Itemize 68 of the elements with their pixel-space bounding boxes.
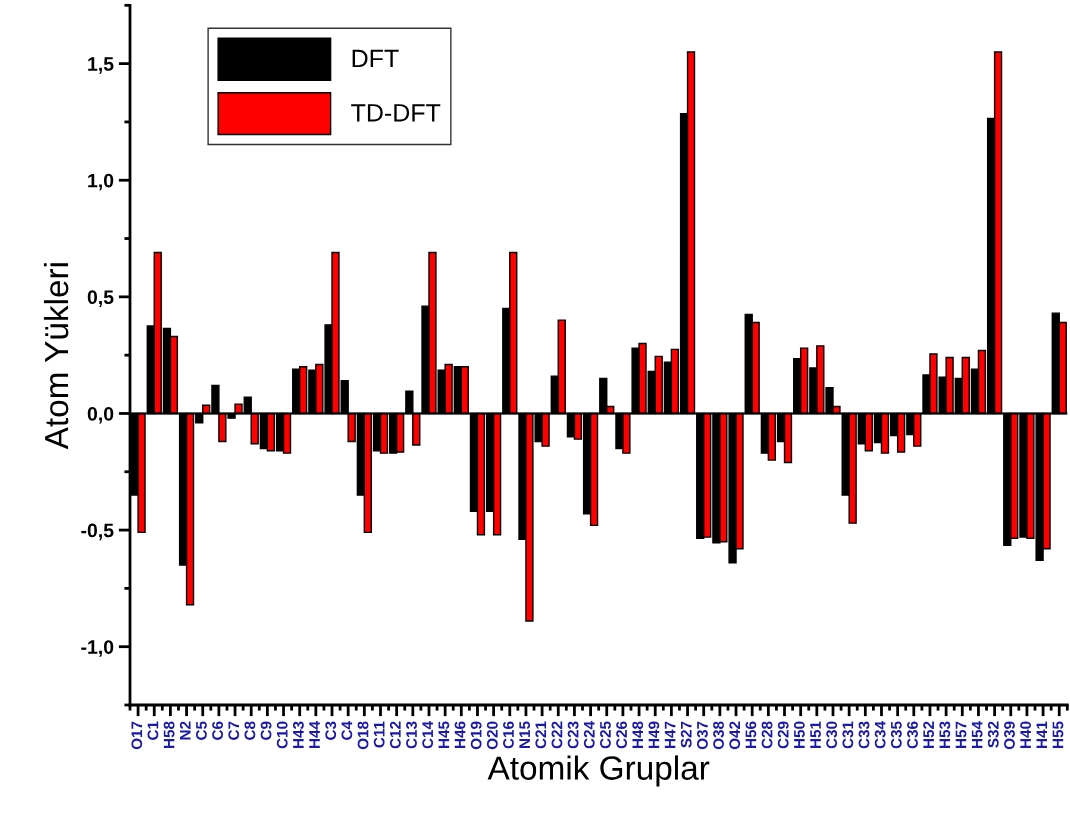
y-tick-label: -1,0 — [81, 640, 114, 657]
x-tick-label: C4 — [341, 721, 353, 740]
x-tick-label: S27 — [680, 721, 692, 748]
x-tick-label: C3 — [325, 721, 337, 740]
x-tick-label: C12 — [389, 721, 401, 749]
x-tick-label: C1 — [147, 721, 159, 740]
x-axis-title: Atomik Gruplar — [487, 755, 710, 787]
x-tick-label: H48 — [632, 721, 644, 748]
x-tick-label: H54 — [971, 721, 983, 748]
x-tick-label: C28 — [761, 721, 773, 749]
x-tick-label: C5 — [196, 721, 207, 740]
x-tick-label: H56 — [745, 721, 757, 748]
x-tick-label: H53 — [939, 721, 951, 748]
x-tick-label: H52 — [923, 721, 935, 748]
x-tick-label: C6 — [212, 721, 223, 740]
x-tick-label: C13 — [406, 721, 417, 749]
x-tick-label: C7 — [228, 721, 240, 740]
x-tick-label: O42 — [729, 721, 741, 750]
x-tick-label: C26 — [616, 721, 628, 749]
x-tick-label: O18 — [357, 721, 369, 750]
y-tick-label: 1,5 — [88, 57, 114, 74]
x-tick-label: C29 — [777, 721, 789, 749]
x-tick-label: H47 — [664, 721, 676, 748]
x-tick-label: C36 — [907, 721, 918, 749]
x-tick-label: C25 — [600, 721, 611, 749]
x-tick-label: H43 — [292, 721, 304, 748]
x-tick-label: C8 — [244, 721, 256, 740]
x-tick-label: H57 — [955, 721, 967, 748]
x-tick-label: N15 — [519, 721, 531, 748]
x-tick-label: C33 — [858, 721, 870, 749]
x-tick-label: C22 — [551, 721, 563, 749]
x-tick-label: H58 — [163, 721, 175, 748]
x-tick-label: H51 — [810, 721, 821, 748]
x-tick-label: H45 — [438, 721, 450, 748]
x-tick-label: O37 — [696, 721, 708, 750]
legend-label: TD-DFT — [351, 104, 441, 122]
x-tick-label: N2 — [179, 721, 191, 740]
x-tick-label: C24 — [583, 721, 595, 749]
x-tick-label: C9 — [260, 721, 272, 740]
x-tick-label: C10 — [276, 721, 288, 749]
y-tick-label: 0,0 — [87, 406, 114, 424]
x-tick-label: H41 — [1036, 721, 1048, 748]
x-tick-label: S32 — [987, 721, 999, 748]
x-tick-label: H49 — [648, 721, 660, 748]
y-tick-label: 0,5 — [87, 290, 114, 307]
x-tick-label: O39 — [1004, 721, 1015, 750]
y-tick-label: -0,5 — [81, 523, 114, 541]
x-tick-label: H55 — [1052, 721, 1064, 748]
x-tick-label: O38 — [713, 721, 724, 750]
x-tick-label: H40 — [1020, 721, 1032, 748]
x-tick-label: C34 — [874, 721, 886, 749]
x-tick-label: C35 — [890, 721, 902, 749]
x-tick-label: H46 — [454, 721, 466, 748]
x-tick-label: O19 — [470, 721, 482, 750]
x-tick-label: C16 — [503, 721, 514, 749]
x-tick-label: C23 — [567, 721, 579, 749]
y-axis-title: Atom Yükleri — [43, 263, 69, 450]
legend-label: DFT — [352, 49, 399, 68]
x-tick-label: C21 — [535, 721, 547, 749]
x-tick-label: C30 — [826, 721, 838, 749]
x-tick-label: O17 — [131, 721, 143, 750]
x-tick-label: H50 — [793, 721, 805, 748]
x-tick-label: O20 — [486, 721, 498, 750]
x-tick-label: C14 — [422, 721, 434, 749]
x-tick-label: C11 — [373, 721, 385, 748]
x-tick-label: C31 — [842, 721, 854, 749]
y-tick-label: 1,0 — [88, 173, 114, 191]
x-tick-label: H44 — [309, 721, 320, 748]
